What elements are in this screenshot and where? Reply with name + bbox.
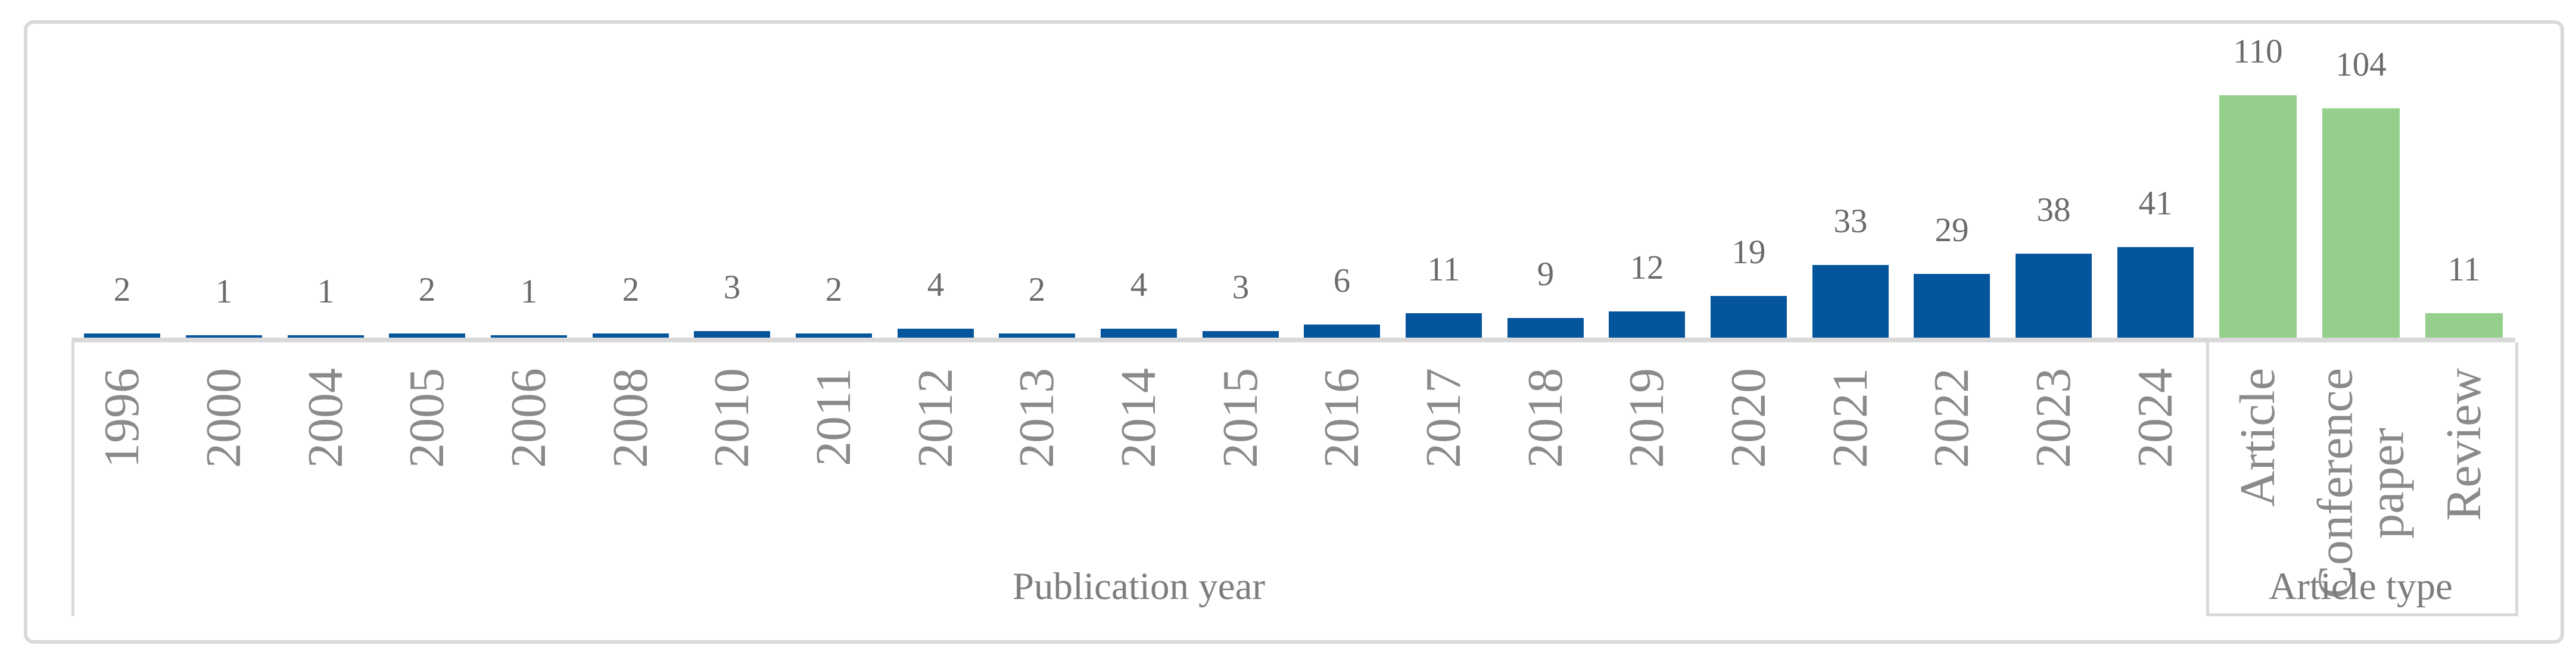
tick-label-review: Review xyxy=(2436,368,2492,521)
value-label-2016: 6 xyxy=(1333,262,1351,300)
tick-label-2005: 2005 xyxy=(399,368,455,468)
publication-year-axis-title: Publication year xyxy=(1012,565,1266,608)
bar-2012 xyxy=(898,329,974,338)
bar-2010 xyxy=(694,331,770,338)
value-label-2022: 29 xyxy=(1935,211,1969,249)
value-label-2010: 3 xyxy=(723,269,741,306)
bar-2024 xyxy=(2117,247,2194,338)
tick-label-2024: 2024 xyxy=(2128,368,2183,468)
value-label-1996: 2 xyxy=(113,271,131,308)
figure-frame xyxy=(24,20,2564,644)
bar-2000 xyxy=(186,335,262,338)
tick-label-2022: 2022 xyxy=(1924,368,1980,468)
value-label-2005: 2 xyxy=(418,271,436,308)
tick-label-2015: 2015 xyxy=(1213,368,1269,468)
tick-label-2013: 2013 xyxy=(1009,368,1065,468)
value-label-2000: 1 xyxy=(215,273,233,310)
bar-2019 xyxy=(1609,311,1685,338)
bar-2023 xyxy=(2016,254,2092,338)
value-label-2004: 1 xyxy=(317,273,335,310)
value-label-2006: 1 xyxy=(520,273,538,310)
bar-2020 xyxy=(1711,296,1787,338)
value-label-2019: 12 xyxy=(1630,249,1664,286)
tick-label-2020: 2020 xyxy=(1721,368,1777,468)
article-type-axis-box xyxy=(2206,342,2518,616)
tick-label-2000: 2000 xyxy=(196,368,252,468)
tick-label-article: Article xyxy=(2230,368,2286,507)
bar-2015 xyxy=(1203,331,1279,338)
value-label-2013: 2 xyxy=(1028,271,1046,308)
tick-label-2017: 2017 xyxy=(1416,368,1472,468)
tick-label-conference-paper: Conference paper xyxy=(2307,368,2414,599)
publication-year-axis-box xyxy=(71,342,2209,616)
tick-label-2019: 2019 xyxy=(1619,368,1675,468)
value-label-2012: 4 xyxy=(927,266,945,304)
value-label-2024: 41 xyxy=(2138,185,2173,222)
bar-2016 xyxy=(1304,325,1380,338)
bar-2011 xyxy=(796,333,872,338)
value-label-2021: 33 xyxy=(1833,202,1868,240)
value-label-conference-paper: 104 xyxy=(2335,46,2387,83)
tick-label-2010: 2010 xyxy=(704,368,760,468)
bar-2017 xyxy=(1406,313,1482,338)
tick-label-1996: 1996 xyxy=(94,368,150,468)
tick-label-2016: 2016 xyxy=(1314,368,1370,468)
bar-2004 xyxy=(288,335,364,338)
bar-1996 xyxy=(84,333,160,338)
bar-conference-paper xyxy=(2322,108,2400,338)
value-label-2015: 3 xyxy=(1232,269,1250,306)
tick-label-2004: 2004 xyxy=(298,368,354,468)
value-label-review: 11 xyxy=(2447,251,2481,288)
bar-2018 xyxy=(1507,318,1584,338)
value-label-article: 110 xyxy=(2233,33,2283,70)
bar-2006 xyxy=(491,335,567,338)
tick-label-2012: 2012 xyxy=(908,368,964,468)
tick-label-2011: 2011 xyxy=(806,368,862,466)
bar-2005 xyxy=(389,333,465,338)
value-label-2011: 2 xyxy=(825,271,843,308)
value-label-2008: 2 xyxy=(622,271,640,308)
tick-label-2021: 2021 xyxy=(1823,368,1879,468)
tick-label-2023: 2023 xyxy=(2026,368,2082,468)
tick-label-2014: 2014 xyxy=(1111,368,1167,468)
value-label-2020: 19 xyxy=(1731,233,1766,271)
tick-label-2018: 2018 xyxy=(1518,368,1574,468)
article-type-axis-title: Article type xyxy=(2269,565,2453,608)
tick-label-2006: 2006 xyxy=(501,368,557,468)
bar-2013 xyxy=(999,333,1075,338)
value-label-2018: 9 xyxy=(1537,255,1555,293)
tick-label-2008: 2008 xyxy=(603,368,659,468)
bar-2014 xyxy=(1101,329,1177,338)
value-label-2014: 4 xyxy=(1130,266,1148,304)
bar-article xyxy=(2219,95,2297,338)
bar-review xyxy=(2425,313,2503,338)
bar-2008 xyxy=(593,333,669,338)
bar-2021 xyxy=(1812,265,1889,338)
bar-2022 xyxy=(1914,274,1990,338)
category-axis-line xyxy=(71,338,2515,342)
value-label-2017: 11 xyxy=(1427,251,1460,288)
value-label-2023: 38 xyxy=(2036,191,2071,229)
